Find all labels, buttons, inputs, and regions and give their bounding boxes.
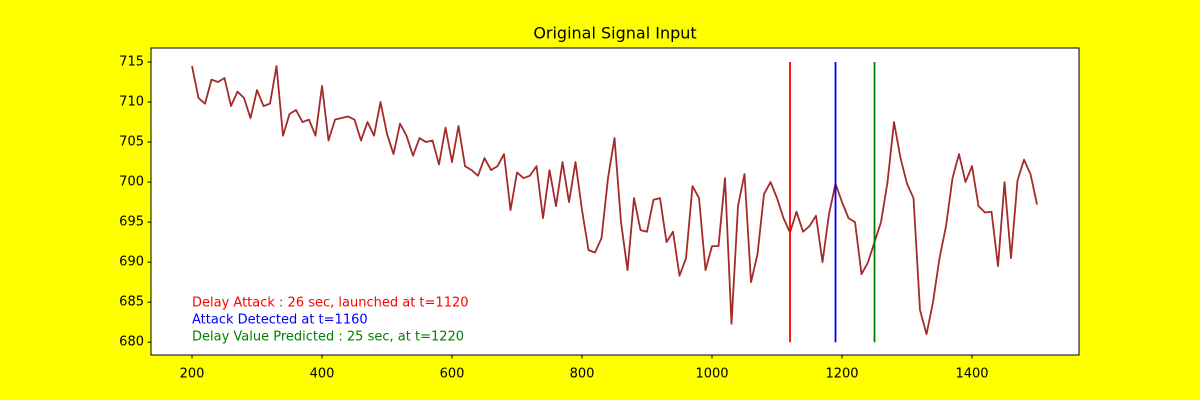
x-tick-label: 400	[310, 367, 335, 382]
annotation: Delay Value Predicted : 25 sec, at t=122…	[192, 330, 464, 345]
y-tick-label: 700	[119, 175, 144, 190]
annotation: Attack Detected at t=1160	[192, 313, 368, 328]
y-tick-label: 685	[119, 295, 144, 310]
plot-area	[151, 48, 1079, 355]
x-tick-label: 200	[180, 367, 205, 382]
signal-line	[191, 65, 1038, 336]
plot-border	[150, 47, 1080, 356]
x-tick-label: 1400	[955, 367, 988, 382]
y-tick-label: 705	[119, 135, 144, 150]
y-tick-label: 710	[119, 95, 144, 110]
x-tick-label: 1200	[825, 367, 858, 382]
x-tick-label: 800	[570, 367, 595, 382]
y-tick-label: 695	[119, 215, 144, 230]
x-tick-label: 600	[440, 367, 465, 382]
annotation: Delay Attack : 26 sec, launched at t=112…	[192, 296, 469, 311]
y-tick-label: 690	[119, 255, 144, 270]
chart-title: Original Signal Input	[533, 24, 696, 43]
x-tick-label: 1000	[695, 367, 728, 382]
y-tick-label: 680	[119, 335, 144, 350]
y-tick-label: 715	[119, 55, 144, 70]
